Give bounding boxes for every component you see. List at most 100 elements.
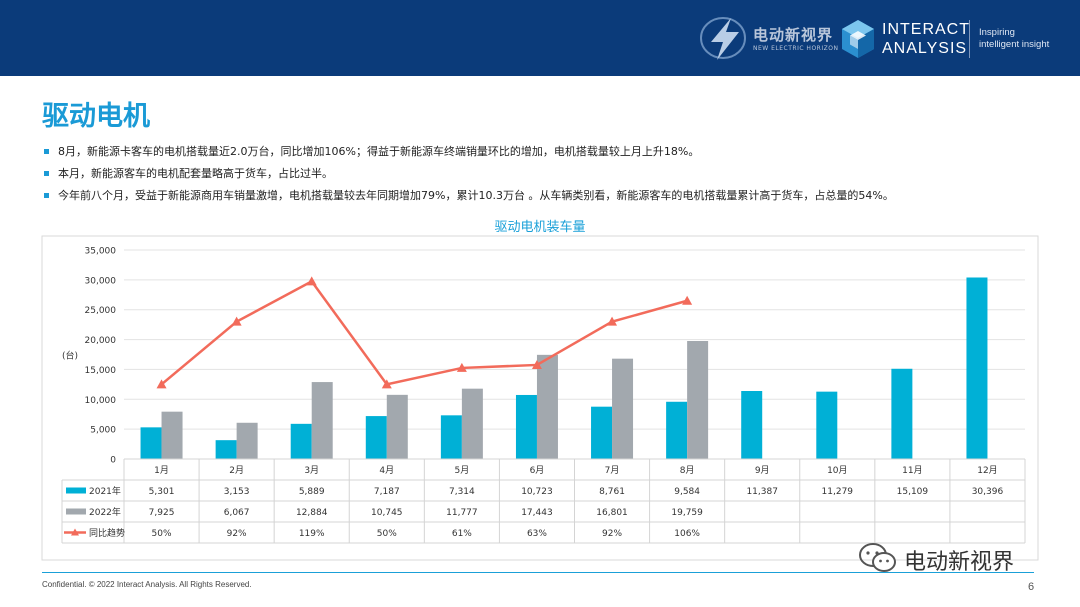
trend-point — [156, 379, 167, 389]
data-label: 16,801 — [596, 508, 628, 518]
bar-2021 — [140, 427, 162, 459]
data-label: 11,777 — [446, 508, 478, 518]
bullet-list: 8月，新能源卡客车的电机搭载量近2.0万台，同比增加106%；得益于新能源车终端… — [42, 141, 1062, 207]
data-label: 119% — [299, 529, 325, 539]
data-label: 7,314 — [449, 487, 475, 497]
bar-2022 — [536, 354, 558, 459]
trend-point — [531, 359, 542, 369]
bar-2022 — [612, 358, 634, 459]
data-label: 19,759 — [671, 508, 703, 518]
interact-analysis-brand: INTERACT ANALYSIS — [882, 20, 970, 58]
bar-2021 — [591, 406, 613, 459]
data-label: 3,153 — [224, 487, 250, 497]
bar-2022 — [311, 382, 333, 459]
data-label: 92% — [227, 529, 247, 539]
bullet-item: 今年前八个月，受益于新能源商用车销量激增，电机搭载量较去年同期增加79%，累计1… — [42, 185, 1062, 207]
data-label: 11,279 — [822, 487, 854, 497]
trend-point — [456, 362, 467, 372]
bar-2021 — [365, 416, 387, 459]
x-tick-label: 7月 — [605, 465, 620, 476]
data-label: 5,301 — [149, 487, 175, 497]
data-label: 6,067 — [224, 508, 250, 518]
trend-point — [306, 276, 317, 286]
bullet-item: 8月，新能源卡客车的电机搭载量近2.0万台，同比增加106%；得益于新能源车终端… — [42, 141, 1062, 163]
cube-logo-icon — [842, 20, 874, 58]
bar-2021 — [440, 415, 462, 459]
trend-point — [231, 316, 242, 326]
bar-2021 — [290, 423, 312, 459]
data-label: 10,745 — [371, 508, 403, 518]
x-tick-label: 9月 — [755, 465, 770, 476]
footer-divider — [42, 572, 1034, 573]
x-tick-label: 1月 — [154, 465, 169, 476]
bar-2021 — [666, 401, 688, 459]
legend-swatch-2022 — [66, 508, 86, 515]
x-tick-label: 10月 — [827, 465, 847, 476]
data-label: 10,723 — [521, 487, 553, 497]
x-tick-label: 5月 — [455, 465, 470, 476]
brand-tagline: Inspiring intelligent insight — [979, 27, 1049, 51]
trend-point — [381, 379, 392, 389]
bar-2022 — [161, 411, 183, 459]
data-label: 17,443 — [521, 508, 553, 518]
header-separator — [969, 20, 970, 58]
chart-title: 驱动电机装车量 — [494, 220, 586, 235]
data-label: 30,396 — [972, 487, 1004, 497]
legend-label-2021: 2021年 — [89, 485, 121, 497]
data-label: 7,925 — [149, 508, 175, 518]
lightning-bolt-icon — [700, 17, 746, 60]
bar-2021 — [816, 391, 838, 459]
trend-point — [607, 316, 618, 326]
bar-2021 — [515, 394, 537, 459]
data-label: 8,761 — [599, 487, 625, 497]
trend-line — [160, 279, 688, 386]
data-label: 15,109 — [897, 487, 929, 497]
bar-2022 — [236, 422, 258, 459]
footer-confidential: Confidential. © 2022 Interact Analysis. … — [42, 580, 252, 589]
tagline-line-1: Inspiring — [979, 27, 1015, 38]
data-label: 106% — [674, 529, 700, 539]
y-tick-label: 35,000 — [85, 247, 117, 257]
x-tick-label: 2月 — [229, 465, 244, 476]
wechat-icon — [859, 543, 896, 572]
y-tick-label: 10,000 — [85, 396, 117, 406]
x-tick-label: 12月 — [977, 465, 997, 476]
bar-2022 — [687, 341, 709, 459]
x-tick-label: 8月 — [680, 465, 695, 476]
x-tick-label: 3月 — [304, 465, 319, 476]
data-label: 9,584 — [674, 487, 700, 497]
y-tick-label: 5,000 — [90, 426, 116, 436]
data-label: 50% — [377, 529, 397, 539]
data-label: 63% — [527, 529, 547, 539]
x-tick-label: 4月 — [379, 465, 394, 476]
bar-2021 — [741, 391, 763, 459]
brand-line-1: INTERACT — [882, 21, 970, 38]
bullet-item: 本月，新能源客车的电机配套量略高于货车，占比过半。 — [42, 163, 1062, 185]
y-tick-label: 30,000 — [85, 276, 117, 286]
data-label: 12,884 — [296, 508, 328, 518]
chart-frame — [41, 235, 1039, 561]
legend-swatch-2021 — [66, 487, 86, 494]
page-number: 6 — [1028, 581, 1035, 593]
tagline-line-2: intelligent insight — [979, 39, 1050, 50]
bar-2021 — [215, 440, 237, 459]
header-bar: 电动新视界 NEW ELECTRIC HORIZON INTERACT ANAL… — [0, 0, 1080, 76]
brand-line-2: ANALYSIS — [882, 40, 968, 57]
y-tick-label: 20,000 — [85, 336, 117, 346]
logo1-subtitle: NEW ELECTRIC HORIZON — [753, 45, 839, 52]
y-axis-label: (台) — [62, 350, 78, 362]
legend-label-2022: 2022年 — [89, 506, 121, 518]
trend-point — [682, 295, 693, 305]
y-tick-label: 0 — [110, 456, 116, 466]
bar-2022 — [386, 394, 408, 459]
data-label: 92% — [602, 529, 622, 539]
data-label: 50% — [152, 529, 172, 539]
wechat-watermark: 电动新视界 — [858, 540, 1068, 578]
new-electric-horizon-logo: 电动新视界 NEW ELECTRIC HORIZON — [697, 14, 839, 62]
data-label: 5,889 — [299, 487, 325, 497]
bar-2021 — [966, 277, 988, 459]
data-label: 7,187 — [374, 487, 400, 497]
y-tick-label: 25,000 — [85, 306, 117, 316]
bar-2021 — [891, 368, 913, 459]
